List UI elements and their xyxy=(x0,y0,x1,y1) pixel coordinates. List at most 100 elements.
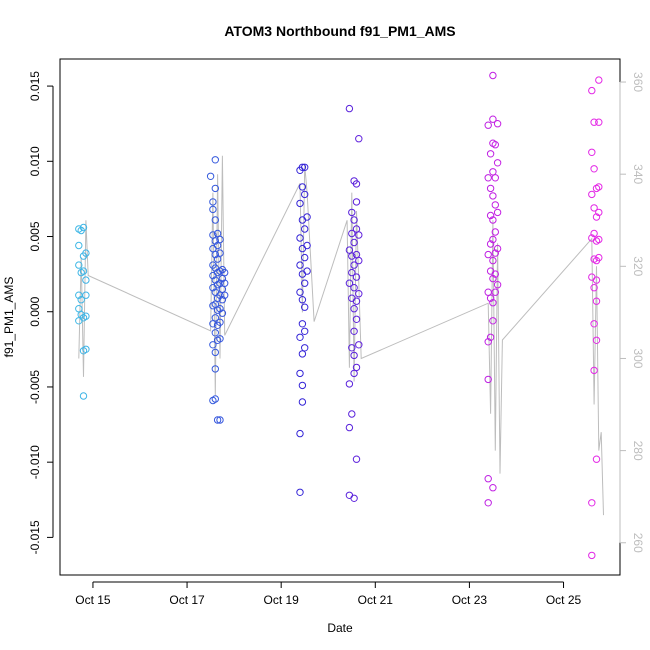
data-point xyxy=(296,429,304,438)
data-point xyxy=(216,416,224,424)
x-axis: Oct 15 Oct 17 Oct 19 Oct 21 Oct 23 Oct 25 xyxy=(75,581,582,607)
data-point xyxy=(491,201,499,209)
data-point xyxy=(489,274,497,283)
y-tick-label: 0.010 xyxy=(28,146,42,176)
data-point xyxy=(489,71,497,80)
y-axis-left: -0.015 -0.010 -0.005 0.000 0.005 0.010 0.015 xyxy=(28,71,54,554)
data-point xyxy=(493,120,502,128)
data-point xyxy=(298,320,307,328)
data-point xyxy=(592,213,601,221)
data-point xyxy=(221,268,229,277)
data-point xyxy=(484,475,492,483)
data-point xyxy=(348,252,356,260)
data-point xyxy=(296,261,304,269)
data-point xyxy=(218,309,227,317)
data-point xyxy=(493,159,502,167)
data-point xyxy=(296,333,304,341)
x-tick-label: Oct 25 xyxy=(546,593,582,607)
data-point xyxy=(486,150,495,158)
data-point xyxy=(211,365,220,373)
x-tick-label: Oct 17 xyxy=(169,593,205,607)
data-point xyxy=(595,118,603,126)
data-point xyxy=(588,273,596,281)
data-point xyxy=(484,288,492,296)
data-point xyxy=(491,270,499,278)
data-point xyxy=(345,104,354,113)
data-point xyxy=(211,156,220,164)
data-point xyxy=(592,336,601,344)
data-point xyxy=(82,276,90,284)
y-tick-label: 0.005 xyxy=(28,221,42,251)
y-tick-label: -0.015 xyxy=(28,520,42,554)
data-point xyxy=(211,216,220,224)
data-point xyxy=(590,320,598,328)
data-point xyxy=(303,267,311,275)
data-point xyxy=(79,392,88,400)
data-point xyxy=(590,118,598,126)
data-point xyxy=(489,484,497,492)
data-point xyxy=(486,240,495,248)
data-point xyxy=(595,183,603,191)
data-point xyxy=(211,237,220,245)
data-point xyxy=(484,250,492,259)
data-point xyxy=(491,174,499,182)
data-point xyxy=(590,165,598,173)
data-point xyxy=(352,455,361,463)
data-point xyxy=(216,305,224,313)
data-point xyxy=(484,174,492,182)
data-point xyxy=(345,279,354,287)
y-tick-label: 0.015 xyxy=(28,71,42,101)
data-point xyxy=(355,341,363,349)
data-point xyxy=(298,216,307,224)
data-point xyxy=(296,369,304,378)
y-axis-label: f91_PM1_AMS xyxy=(2,277,16,358)
data-point xyxy=(595,76,603,84)
data-point xyxy=(216,318,224,326)
data-point xyxy=(211,348,220,357)
data-point xyxy=(211,395,220,403)
data-point xyxy=(489,299,497,307)
data-point xyxy=(75,317,83,325)
data-point xyxy=(211,314,220,322)
y2-tick-label: 320 xyxy=(631,256,645,276)
data-point xyxy=(345,380,354,388)
data-point xyxy=(75,261,83,269)
y2-tick-label: 360 xyxy=(631,72,645,92)
data-point xyxy=(350,327,358,335)
data-point xyxy=(592,297,601,305)
data-point xyxy=(355,135,363,143)
data-point xyxy=(595,253,603,262)
data-point xyxy=(77,296,85,304)
data-point xyxy=(489,192,497,200)
data-point xyxy=(590,366,598,375)
data-point xyxy=(350,238,358,247)
data-point xyxy=(590,229,598,238)
data-point xyxy=(350,351,358,360)
y2-tick-label: 340 xyxy=(631,164,645,184)
data-point xyxy=(298,381,307,390)
data-point xyxy=(491,249,499,257)
data-point xyxy=(213,416,222,424)
y-tick-label: 0.000 xyxy=(28,296,42,326)
y2-tick-label: 280 xyxy=(631,441,645,461)
data-point xyxy=(301,253,309,262)
data-point xyxy=(82,291,90,299)
data-point xyxy=(348,208,356,217)
data-point xyxy=(348,344,356,352)
data-point xyxy=(352,273,361,281)
secondary-line xyxy=(78,155,604,516)
data-point xyxy=(301,279,309,287)
x-axis-label: Date xyxy=(327,621,353,635)
data-point xyxy=(588,499,596,507)
data-point xyxy=(301,344,309,352)
data-point xyxy=(209,205,217,214)
data-point xyxy=(298,296,307,304)
data-point xyxy=(75,305,83,313)
data-point xyxy=(301,327,309,335)
data-point xyxy=(301,225,309,233)
data-point xyxy=(486,333,495,341)
data-point xyxy=(79,267,88,275)
data-point xyxy=(491,141,499,149)
y-tick-label: -0.010 xyxy=(28,445,42,479)
